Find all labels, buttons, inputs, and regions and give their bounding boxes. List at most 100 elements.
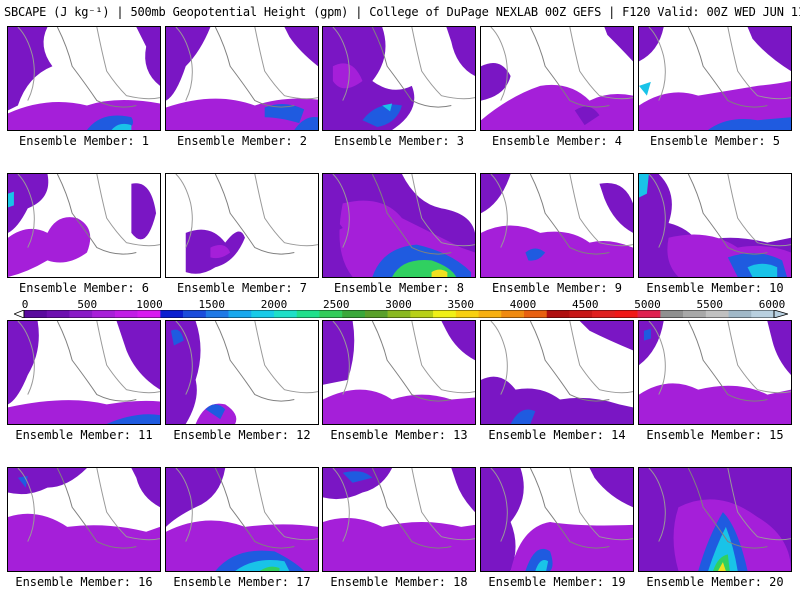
state-border-line [648,321,666,395]
state-border-line [648,27,666,101]
cape-contour-fill [170,329,184,346]
colorbar-tick-label: 6000 [758,298,786,311]
colorbar-tick-label: 1500 [198,298,226,311]
colorbar-tick-label: 3000 [385,298,412,311]
colorbar-segment [592,310,616,318]
cape-field-map [639,468,791,571]
colorbar-outline [23,310,775,318]
cape-field-map [8,27,160,130]
colorbar-segment [205,310,229,318]
cape-contour-fill [708,526,738,571]
cape-contour-fill [332,63,363,89]
ensemble-map-panel [165,467,319,572]
cape-contour-fill [8,100,160,130]
state-border-line [411,27,475,100]
colorbar-segment [546,310,570,318]
state-border-line [687,27,768,108]
state-border-line [17,27,35,101]
colorbar-segment [683,310,707,318]
state-border-line [569,468,633,541]
cape-contour-fill [639,80,791,130]
cape-field-map [323,321,475,424]
cape-contour-fill [116,321,160,390]
state-border-line [687,468,768,549]
state-border-line [254,27,318,100]
colorbar-segment [137,310,161,318]
state-border-line [175,27,193,101]
cape-contour-fill [639,321,664,366]
cape-field-map [639,321,791,424]
colorbar-segment [478,310,502,318]
cape-contour-fill [574,106,600,126]
state-border-line [56,27,137,108]
cape-field-map [166,321,318,424]
ensemble-map-panel [7,467,161,572]
cape-contour-fill [210,245,231,259]
cape-field-map [639,174,791,277]
ensemble-map-panel [638,26,792,131]
cape-contour-fill [8,174,49,233]
state-border-line [332,174,350,248]
colorbar-tick-label: 3500 [447,298,475,311]
state-border-line [17,468,35,542]
state-border-line [411,468,475,541]
state-border-line [371,174,452,255]
state-border-line [371,27,452,108]
state-border-line [569,321,633,394]
state-border-line [56,468,137,549]
state-border-line [569,174,633,247]
cape-contour-fill [8,400,160,424]
ensemble-map-panel [7,26,161,131]
state-border-line [17,321,35,395]
state-border-line [56,174,137,255]
state-border-line [371,468,452,549]
ensemble-member-label: Ensemble Member: 4 [491,134,623,148]
cape-contour-fill [481,468,524,571]
colorbar-tick-label: 500 [77,298,98,311]
cape-field-map [323,468,475,571]
state-border-line [254,321,318,394]
cape-contour-fill [205,404,226,420]
state-border-line [96,27,160,100]
cape-contour-fill [131,183,157,240]
ensemble-map-panel [480,320,634,425]
colorbar-segment [296,310,320,318]
cape-contour-fill [481,376,633,424]
cape-contour-fill [643,328,651,341]
cape-contour-fill [166,321,201,424]
cape-contour-fill [8,321,39,405]
colorbar-tick-label: 0 [21,298,29,311]
colorbar-segment [433,310,457,318]
colorbar-segment [114,310,138,318]
colorbar-segment [274,310,298,318]
ensemble-map-panel [165,320,319,425]
cape-contour-fill [8,468,87,495]
state-border-line [529,468,610,549]
state-border-line [175,468,193,542]
colorbar-segment [46,310,70,318]
cape-contour-fill [747,27,791,72]
cape-contour-fill [8,191,14,208]
ensemble-member-label: Ensemble Member: 17 [173,575,311,589]
cape-contour-fill [323,518,475,571]
ensemble-member-label: Ensemble Member: 2 [176,134,308,148]
cape-contour-fill [451,468,475,513]
state-border-line [490,321,508,395]
ensemble-map-panel [7,320,161,425]
cape-contour-fill [589,468,633,508]
state-border-line [332,468,350,542]
cape-contour-fill [323,219,343,238]
cape-contour-fill [535,559,549,571]
colorbar-tick-label: 5000 [634,298,661,311]
colorbar-segment [24,310,48,318]
colorbar-segment [342,310,366,318]
colorbar-tick-label: 4500 [572,298,599,311]
ensemble-map-panel [638,467,792,572]
cape-contour-fill [579,321,633,351]
ensemble-member-label: Ensemble Member: 16 [15,575,153,589]
state-border-line [175,321,193,395]
ensemble-member-label: Ensemble Member: 14 [488,428,626,442]
colorbar-segment [69,310,93,318]
colorbar-segment [387,310,411,318]
ensemble-member-label: Ensemble Member: 1 [18,134,150,148]
